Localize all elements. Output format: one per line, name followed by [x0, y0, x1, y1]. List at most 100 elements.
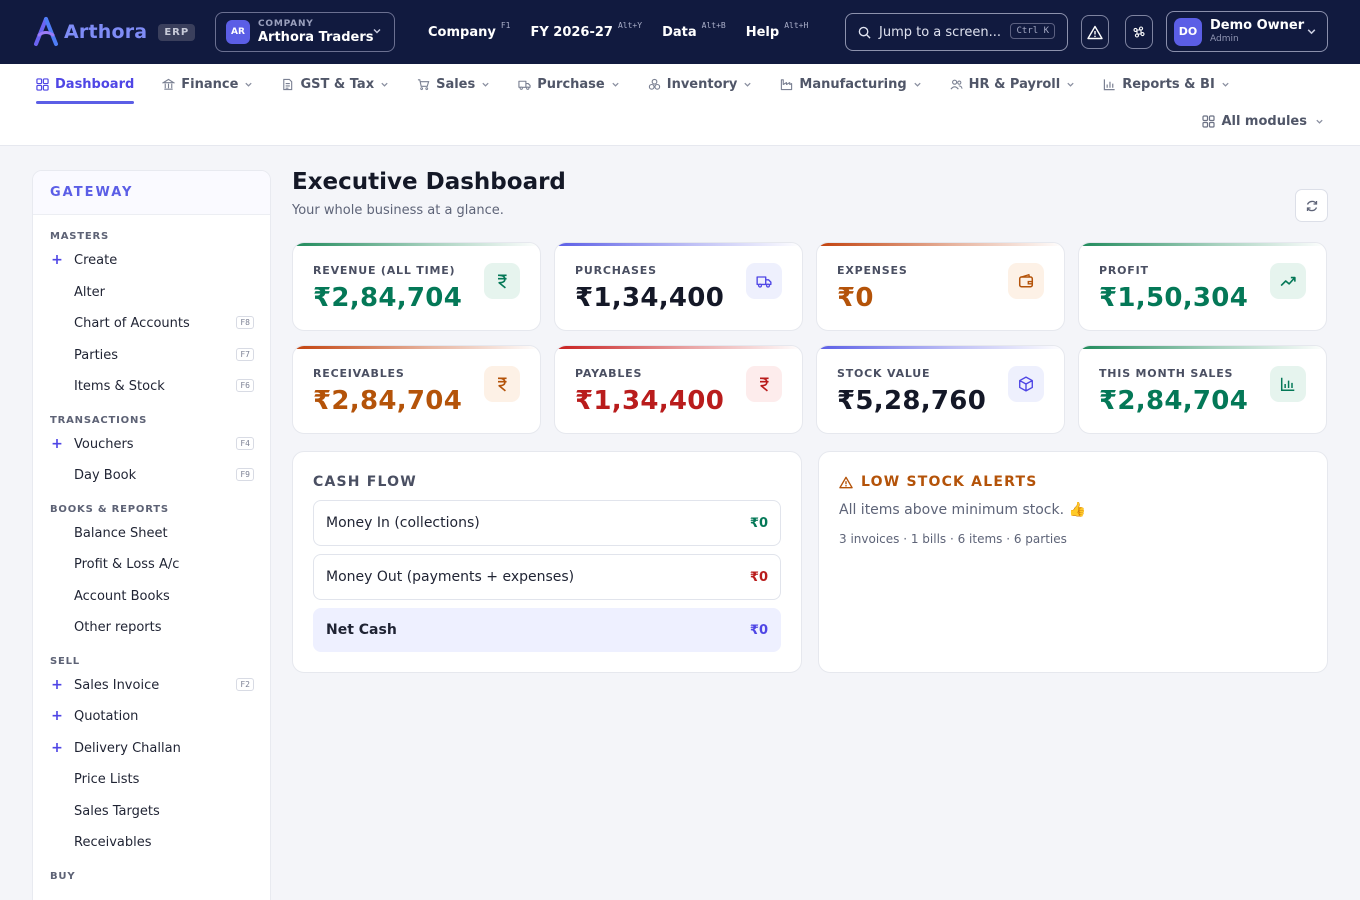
sidebar-item-receivables[interactable]: Receivables	[33, 827, 270, 859]
sidebar-item-label: Vouchers	[74, 436, 134, 452]
topnav-data[interactable]: Data Alt+B	[662, 20, 726, 40]
shortcut-key: F8	[236, 316, 254, 329]
chevron-down-icon	[612, 82, 619, 87]
tab-sales[interactable]: Sales	[417, 64, 490, 104]
net-cash-row[interactable]: Net Cash ₹0	[313, 608, 781, 652]
shortcut-key: F9	[236, 468, 254, 481]
kpi-icon-badge	[1270, 366, 1306, 402]
sidebar-item-other-reports[interactable]: Other reports	[33, 612, 270, 644]
command-icon	[1133, 26, 1145, 38]
kpi-value: ₹2,84,704	[1099, 386, 1249, 416]
sidebar-item-create[interactable]: + Create	[33, 245, 270, 277]
gateway-sidebar: GATEWAY MASTERS + Create Alter Chart of Acco…	[32, 170, 271, 900]
sidebar-item-alter[interactable]: Alter	[33, 277, 270, 309]
wallet-icon	[1018, 273, 1034, 288]
kpi-card-receivables[interactable]: RECEIVABLES ₹2,84,704	[292, 345, 541, 434]
kpi-label: THIS MONTH SALES	[1099, 367, 1234, 380]
kpi-accent-bar	[555, 346, 802, 349]
sidebar-item-label: Balance Sheet	[74, 525, 168, 541]
tab-purchase[interactable]: Purchase	[518, 64, 619, 104]
net-cash-value: ₹0	[749, 622, 768, 638]
refresh-button[interactable]	[1295, 189, 1328, 222]
kpi-card-expenses[interactable]: EXPENSES ₹0	[816, 242, 1065, 331]
module-nav: Dashboard Finance GST & Tax Sales Purchase In…	[0, 64, 1360, 146]
sidebar-item-parties[interactable]: Parties F7	[33, 340, 270, 372]
tab-label: Finance	[181, 76, 239, 92]
kpi-value: ₹1,50,304	[1099, 283, 1249, 313]
kpi-accent-bar	[817, 243, 1064, 246]
sidebar-item-items-and-stock[interactable]: Items & Stock F6	[33, 371, 270, 403]
kpi-card-profit[interactable]: PROFIT ₹1,50,304	[1078, 242, 1327, 331]
tab-gst-and-tax[interactable]: GST & Tax	[281, 64, 389, 104]
sidebar-item-label: Parties	[74, 347, 119, 363]
sidebar-item-sales-targets[interactable]: Sales Targets	[33, 796, 270, 828]
money-out-row[interactable]: Money Out (payments + expenses) ₹0	[313, 554, 781, 600]
kpi-icon-badge	[1008, 263, 1044, 299]
cart-icon	[418, 78, 430, 90]
kpi-card-payables[interactable]: PAYABLES ₹1,34,400	[554, 345, 803, 434]
kpi-value: ₹2,84,704	[313, 386, 463, 416]
topnav-fiscal-year[interactable]: FY 2026-27 Alt+Y	[530, 20, 643, 40]
sidebar-item-chart-of-accounts[interactable]: Chart of Accounts F8	[33, 308, 270, 340]
chevron-down-icon	[245, 82, 253, 87]
topnav-company[interactable]: Company F1	[428, 20, 511, 40]
company-selector[interactable]: AR COMPANY Arthora Traders	[215, 12, 395, 52]
topnav-help[interactable]: Help Alt+H	[745, 20, 809, 40]
kpi-label: EXPENSES	[837, 264, 908, 277]
brand-logo[interactable]: Arthora ERP	[32, 16, 196, 48]
kpi-icon-badge	[1008, 366, 1044, 402]
money-out-value: ₹0	[749, 569, 768, 585]
kpi-card-revenue-all-time[interactable]: REVENUE (ALL TIME) ₹2,84,704	[292, 242, 541, 331]
kpi-card-this-month-sales[interactable]: THIS MONTH SALES ₹2,84,704	[1078, 345, 1327, 434]
kpi-label: REVENUE (ALL TIME)	[313, 264, 456, 277]
tab-label: Sales	[436, 76, 476, 92]
rupee-icon	[760, 377, 769, 392]
plus-icon: +	[51, 708, 63, 724]
sidebar-item-label: Delivery Challan	[74, 740, 181, 756]
kpi-accent-bar	[293, 346, 540, 349]
sidebar-item-quotation[interactable]: + Quotation	[33, 701, 270, 733]
kpi-label: RECEIVABLES	[313, 367, 405, 380]
user-menu[interactable]: DO Demo Owner Admin	[1166, 11, 1328, 52]
sidebar-item-price-lists[interactable]: Price Lists	[33, 764, 270, 796]
sidebar-item-day-book[interactable]: Day Book F9	[33, 460, 270, 492]
grid-icon	[1202, 115, 1216, 128]
kpi-label: PAYABLES	[575, 367, 643, 380]
alerts-button[interactable]	[1081, 15, 1109, 49]
sidebar-item-label: Sales Invoice	[74, 677, 160, 693]
sidebar-item-sales-invoice[interactable]: + Sales Invoice F2	[33, 670, 270, 702]
bank-icon	[162, 78, 176, 90]
kpi-icon-badge	[484, 366, 520, 402]
all-modules-button[interactable]: All modules	[1202, 114, 1324, 129]
chevron-down-icon	[1222, 82, 1229, 87]
tab-finance[interactable]: Finance	[162, 64, 253, 104]
kpi-icon-badge	[746, 263, 782, 299]
sidebar-item-account-books[interactable]: Account Books	[33, 581, 270, 613]
money-in-row[interactable]: Money In (collections) ₹0	[313, 500, 781, 546]
chevron-down-icon	[914, 82, 921, 87]
sidebar-section-title: BUY	[50, 870, 76, 882]
cube-icon	[1019, 376, 1033, 392]
tab-reports-and-bi[interactable]: Reports & BI	[1103, 64, 1230, 104]
sidebar-section-title: MASTERS	[50, 231, 110, 242]
sidebar-item-vouchers[interactable]: + Vouchers F4	[33, 429, 270, 461]
sidebar-item-profit-and-loss-a-c[interactable]: Profit & Loss A/c	[33, 549, 270, 581]
tab-inventory[interactable]: Inventory	[648, 64, 753, 104]
shortcuts-button[interactable]	[1125, 15, 1153, 49]
jump-search[interactable]: Jump to a screen... Ctrl K	[845, 13, 1068, 51]
kpi-card-stock-value[interactable]: STOCK VALUE ₹5,28,760	[816, 345, 1065, 434]
kpi-card-purchases[interactable]: PURCHASES ₹1,34,400	[554, 242, 803, 331]
shortcut-key: F6	[236, 379, 254, 392]
tab-dashboard[interactable]: Dashboard	[36, 64, 135, 104]
tab-label: Manufacturing	[799, 76, 907, 92]
sidebar-item-balance-sheet[interactable]: Balance Sheet	[33, 518, 270, 550]
tab-hr-and-payroll[interactable]: HR & Payroll	[950, 64, 1076, 104]
tab-manufacturing[interactable]: Manufacturing	[780, 64, 921, 104]
low-stock-title: LOW STOCK ALERTS	[861, 474, 1038, 490]
bar-chart-icon	[1280, 377, 1295, 392]
tab-label: Purchase	[537, 76, 605, 92]
tab-label: Inventory	[666, 76, 738, 92]
truck-icon	[756, 276, 772, 288]
sidebar-section-title: TRANSACTIONS	[50, 414, 148, 426]
sidebar-item-delivery-challan[interactable]: + Delivery Challan	[33, 733, 270, 765]
